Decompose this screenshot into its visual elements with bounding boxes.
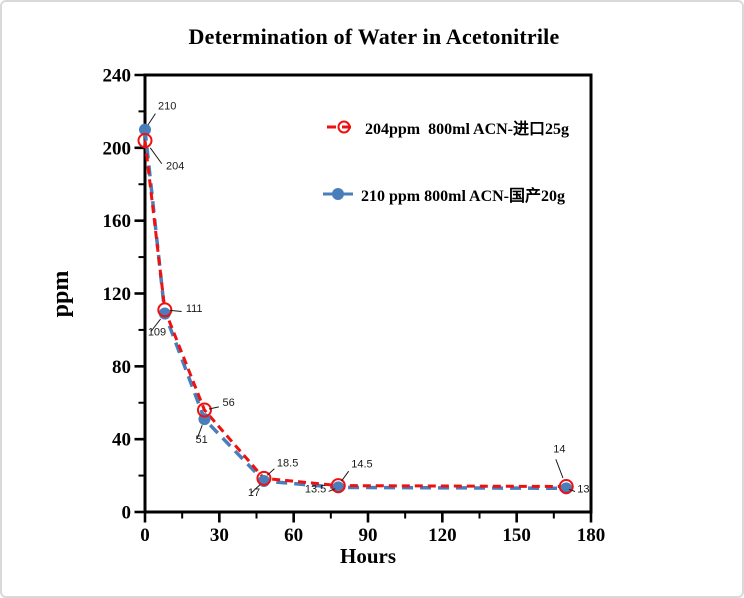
point-label: 56 bbox=[222, 397, 234, 409]
leader-line bbox=[147, 113, 156, 125]
point-label: 18.5 bbox=[277, 457, 298, 469]
legend-marker-filled-circle-icon bbox=[323, 188, 353, 200]
legend-label-domestic: 210 ppm 800ml ACN-国产20g bbox=[361, 188, 566, 205]
leader-line bbox=[555, 459, 564, 479]
data-point-marker-filled bbox=[139, 123, 151, 136]
data-point-marker-open bbox=[157, 302, 173, 318]
y-tick-label: 80 bbox=[112, 357, 131, 378]
legend-entry-imported: 204ppm 800ml ACN-进口25g bbox=[327, 115, 569, 139]
y-axis-title: ppm bbox=[48, 270, 74, 318]
x-axis-title: Hours bbox=[339, 544, 396, 568]
y-tick-label: 160 bbox=[103, 211, 132, 232]
data-point-marker-open bbox=[196, 402, 212, 418]
leader-line bbox=[250, 484, 261, 494]
x-tick-label: 90 bbox=[359, 525, 378, 546]
legend-label-imported: 204ppm 800ml ACN-进口25g bbox=[365, 121, 570, 138]
y-tick-label: 120 bbox=[103, 284, 132, 305]
point-label: 51 bbox=[195, 434, 207, 446]
y-tick-label: 0 bbox=[122, 503, 132, 524]
x-tick-label: 30 bbox=[210, 525, 229, 546]
y-tick-label: 240 bbox=[103, 66, 132, 87]
data-point-marker-open bbox=[330, 478, 346, 494]
y-tick-label: 40 bbox=[112, 430, 131, 451]
y-tick-label: 200 bbox=[103, 138, 132, 159]
leader-line bbox=[196, 424, 203, 439]
leader-line bbox=[149, 147, 163, 165]
x-tick-label: 150 bbox=[502, 525, 531, 546]
x-tick-label: 120 bbox=[428, 525, 457, 546]
x-tick-label: 60 bbox=[284, 525, 303, 546]
leader-line bbox=[341, 470, 350, 482]
leader-line bbox=[170, 309, 182, 312]
leader-line bbox=[568, 488, 576, 492]
point-label: 17 bbox=[248, 487, 260, 499]
point-label: 111 bbox=[186, 303, 203, 315]
data-point-marker-open bbox=[558, 479, 574, 495]
legend-marker-shape bbox=[332, 188, 344, 200]
point-label: 210 bbox=[158, 101, 176, 113]
legend-marker-shape bbox=[337, 120, 351, 134]
x-tick-label: 0 bbox=[140, 525, 150, 546]
legend-entry-domestic: 210 ppm 800ml ACN-国产20g bbox=[323, 182, 565, 206]
chart-title: Determination of Water in Acetonitrile bbox=[188, 24, 560, 49]
point-label: 14 bbox=[553, 444, 565, 456]
leader-line bbox=[150, 318, 161, 332]
point-label: 13 bbox=[577, 483, 589, 495]
point-label: 14.5 bbox=[351, 459, 372, 471]
point-label: 13.5 bbox=[305, 483, 326, 495]
leader-line bbox=[328, 488, 336, 492]
leader-line bbox=[208, 406, 219, 410]
point-label: 109 bbox=[148, 327, 166, 339]
plot-frame bbox=[143, 73, 593, 514]
leader-line bbox=[266, 468, 275, 476]
legend-marker-open-circle-icon bbox=[327, 120, 353, 134]
point-label: 204 bbox=[166, 161, 184, 173]
series-line-0 bbox=[143, 140, 567, 489]
data-point-marker-open bbox=[137, 133, 153, 149]
x-tick-label: 180 bbox=[577, 525, 606, 546]
data-point-marker-open bbox=[256, 470, 272, 486]
